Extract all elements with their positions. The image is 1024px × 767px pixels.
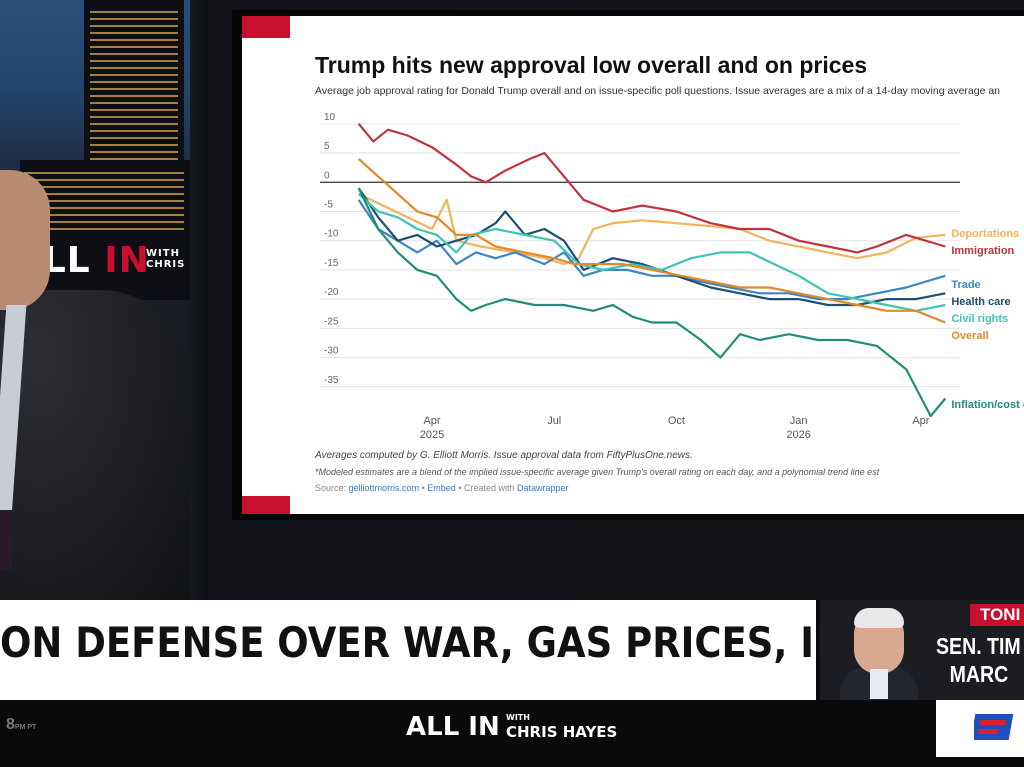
series-label: Health care — [951, 296, 1010, 308]
series-label: Immigration — [951, 245, 1014, 257]
y-tick-label: -35 — [324, 375, 339, 386]
x-tick-label: Jan — [790, 415, 808, 427]
ticker-time: 8PM PT — [6, 716, 37, 733]
bottom-ticker — [0, 700, 1024, 767]
studio-logo-with: WITH CHRIS — [146, 248, 186, 270]
series-label: Overall — [951, 330, 988, 342]
series-label: Trade — [951, 279, 980, 291]
y-tick-label: -25 — [324, 316, 339, 327]
guest-name-line1: SEN. TIM — [936, 633, 1021, 659]
red-accent-top — [242, 16, 290, 38]
network-logo-box — [936, 700, 1024, 757]
datawrapper-link[interactable]: Datawrapper — [517, 483, 569, 493]
source-label: Source: — [315, 483, 347, 493]
y-tick-label: 0 — [324, 170, 330, 181]
guest-name: SEN. TIM MARC — [936, 632, 1021, 688]
series-line — [357, 193, 946, 312]
chart-source-line: Source: gelliottmorris.com • Embed • Cre… — [315, 483, 569, 493]
red-accent-bottom — [242, 496, 290, 514]
series-line — [357, 199, 946, 301]
y-tick-label: -5 — [324, 199, 333, 210]
x-tick-label: Oct — [668, 415, 685, 427]
y-tick-label: -10 — [324, 229, 339, 240]
series-line — [357, 187, 946, 307]
chart-footnote-2: *Modeled estimates are a blend of the im… — [315, 467, 880, 477]
series-label: Deportations — [951, 228, 1019, 240]
chart-title: Trump hits new approval low overall and … — [315, 52, 868, 78]
series-label: Civil rights — [951, 313, 1008, 325]
y-tick-label: -15 — [324, 258, 339, 269]
x-tick-label-year: 2025 — [420, 429, 444, 441]
line-chart: 10 5 0 -5 -10 -15 -20 -25 -30 -35 Apr 2025 Jul Oct Jan… — [320, 112, 1024, 441]
x-tick-label: Jul — [547, 415, 561, 427]
separator: • — [421, 483, 425, 493]
series-line — [358, 193, 946, 266]
embed-link[interactable]: Embed — [427, 483, 456, 493]
y-tick-label: -20 — [324, 287, 339, 298]
guest-box: TONI SEN. TIM MARC — [820, 600, 1024, 700]
series-line — [357, 187, 947, 418]
series-label: Inflation/cost of living — [951, 399, 1024, 411]
created-with-label: Created with — [463, 483, 515, 493]
network-flag-icon — [974, 714, 1014, 740]
series-line — [357, 158, 946, 324]
y-tick-label: 5 — [324, 141, 330, 152]
chart-card: Trump hits new approval low overall and … — [242, 16, 1024, 514]
lower-third-banner: ON DEFENSE OVER WAR, GAS PRICES, INFLATI… — [0, 600, 1021, 700]
guest-tag: TONI — [970, 604, 1024, 626]
x-tick-label: Apr — [912, 415, 929, 427]
ticker-show-logo: ALL IN WITH CHRIS HAYES — [406, 712, 618, 742]
chart-footnote-1: Averages computed by G. Elliott Morris. … — [315, 450, 693, 461]
x-tick-label-year: 2026 — [786, 429, 810, 441]
x-tick-label: Apr — [423, 415, 440, 427]
source-link[interactable]: gelliottmorris.com — [348, 483, 420, 493]
y-tick-label: -30 — [324, 346, 339, 357]
ticker-logo-with: WITH — [506, 713, 530, 722]
y-tick-label: 10 — [324, 112, 336, 123]
host-figure — [0, 170, 190, 600]
ticker-logo-host: CHRIS HAYES — [506, 723, 618, 741]
separator: • — [458, 483, 462, 493]
chart-subtitle: Average job approval rating for Donald T… — [315, 85, 1001, 97]
series-line — [357, 123, 946, 254]
guest-name-line2: MARC — [949, 661, 1009, 687]
guest-photo — [840, 605, 918, 700]
